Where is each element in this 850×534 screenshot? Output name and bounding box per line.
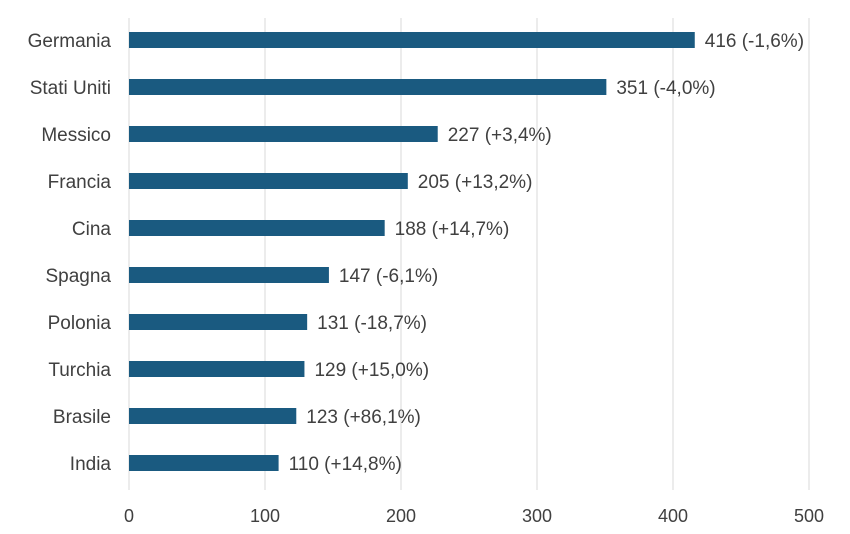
bar-germania <box>129 32 695 48</box>
bar-spagna <box>129 267 329 283</box>
category-label-germania: Germania <box>28 31 112 52</box>
data-label-stati-uniti: 351 (-4,0%) <box>616 78 715 99</box>
bar-cina <box>129 220 385 236</box>
category-label-india: India <box>70 454 112 475</box>
category-label-brasile: Brasile <box>53 407 111 428</box>
data-label-turchia: 129 (+15,0%) <box>314 360 429 381</box>
bars <box>129 32 695 471</box>
data-label-spagna: 147 (-6,1%) <box>339 266 438 287</box>
category-label-cina: Cina <box>72 219 112 240</box>
bar-stati-uniti <box>129 79 607 95</box>
category-labels: Germania Stati Uniti Messico Francia Cina Spa… <box>28 31 112 475</box>
bar-messico <box>129 126 438 142</box>
bar-india <box>129 455 279 471</box>
x-tick-label-400: 400 <box>658 506 688 526</box>
data-labels: 416 (-1,6%) 351 (-4,0%) 227 (+3,4%) 205 (+1… <box>289 31 804 475</box>
x-tick-label-500: 500 <box>794 506 824 526</box>
category-label-messico: Messico <box>41 125 111 146</box>
bar-francia <box>129 173 408 189</box>
data-label-brasile: 123 (+86,1%) <box>306 407 421 428</box>
x-tick-label-300: 300 <box>522 506 552 526</box>
bar-turchia <box>129 361 305 377</box>
category-label-francia: Francia <box>48 172 112 193</box>
x-tick-label-0: 0 <box>124 506 134 526</box>
x-tick-label-100: 100 <box>250 506 280 526</box>
category-label-turchia: Turchia <box>48 360 111 381</box>
data-label-india: 110 (+14,8%) <box>289 454 402 475</box>
x-axis-tick-labels: 0 100 200 300 400 500 <box>124 506 824 526</box>
category-label-spagna: Spagna <box>45 266 111 287</box>
category-label-stati-uniti: Stati Uniti <box>30 78 111 99</box>
category-label-polonia: Polonia <box>48 313 112 334</box>
data-label-polonia: 131 (-18,7%) <box>317 313 427 334</box>
bar-polonia <box>129 314 308 330</box>
data-label-messico: 227 (+3,4%) <box>448 125 552 146</box>
bar-brasile <box>129 408 297 424</box>
data-label-cina: 188 (+14,7%) <box>395 219 510 240</box>
x-tick-label-200: 200 <box>386 506 416 526</box>
data-label-francia: 205 (+13,2%) <box>418 172 533 193</box>
data-label-germania: 416 (-1,6%) <box>705 31 804 52</box>
